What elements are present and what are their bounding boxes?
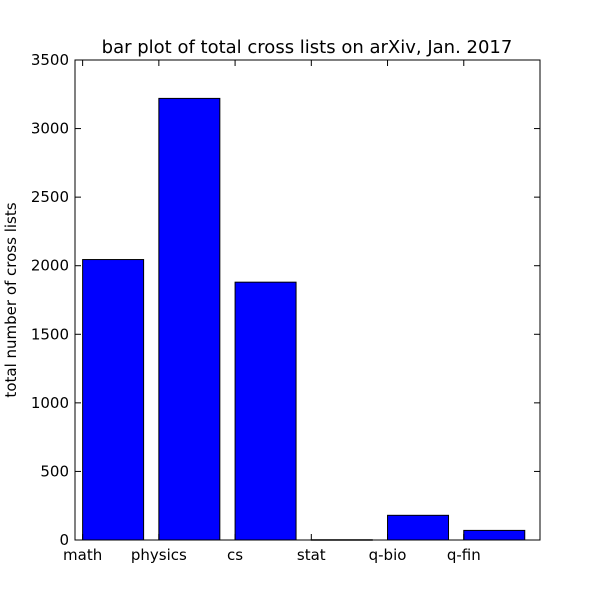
bar-q-bio xyxy=(387,514,450,541)
y-ticks-group: 0 500 1000 1500 2000 2500 3000 3500 xyxy=(31,51,540,549)
bars-group xyxy=(82,97,526,541)
y-tick-label: 0 xyxy=(59,531,69,549)
plot-area-frame xyxy=(74,59,541,541)
chart-title: bar plot of total cross lists on arXiv, … xyxy=(102,37,513,58)
y-tick-label: 3000 xyxy=(31,120,69,138)
x-tick-label-math: math xyxy=(63,546,102,564)
y-tick-label: 3500 xyxy=(31,51,69,69)
bar-physics xyxy=(158,97,221,541)
x-tick-label-q-fin: q-fin xyxy=(447,546,481,564)
y-axis-label: total number of cross lists xyxy=(2,202,20,397)
y-tick-label: 2500 xyxy=(31,188,69,206)
bar-cs xyxy=(234,281,297,541)
y-tick-label: 2000 xyxy=(31,257,69,275)
y-tick-label: 1500 xyxy=(31,325,69,343)
x-tick-label-q-bio: q-bio xyxy=(369,546,407,564)
x-tick-label-cs: cs xyxy=(227,546,243,564)
x-tick-label-stat: stat xyxy=(297,546,326,564)
bar-q-fin xyxy=(463,529,526,541)
y-tick-label: 1000 xyxy=(31,394,69,412)
bar-math xyxy=(82,259,145,541)
y-tick-label: 500 xyxy=(40,462,69,480)
x-ticks-group: math physics cs stat q-bio q-fin xyxy=(63,60,481,564)
x-tick-label-physics: physics xyxy=(131,546,187,564)
